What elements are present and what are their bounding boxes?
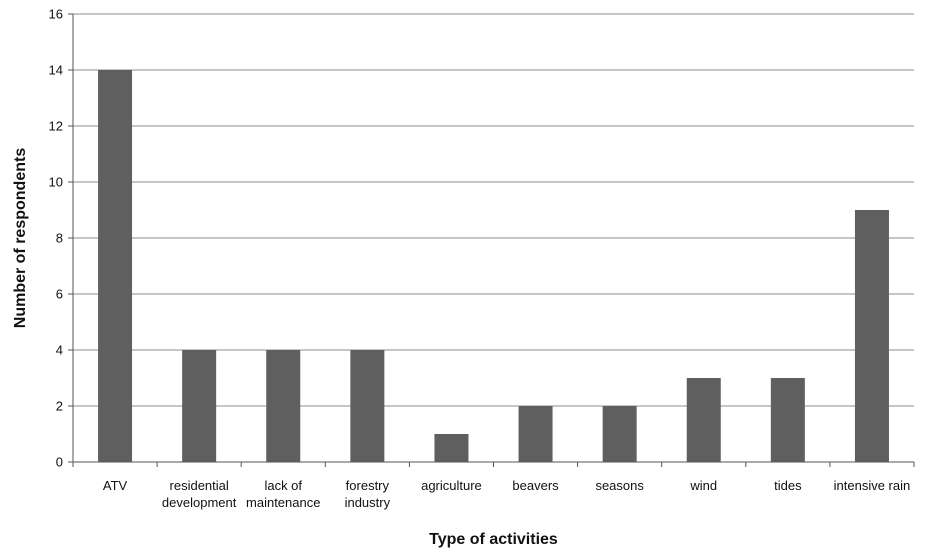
x-category-label: industry: [345, 495, 391, 510]
x-category-label: development: [162, 495, 237, 510]
x-category-label: tides: [774, 478, 802, 493]
bars: [98, 70, 889, 462]
bar: [518, 406, 553, 462]
bar: [434, 434, 469, 462]
y-tick-label: 16: [49, 7, 63, 22]
x-category-label: wind: [689, 478, 717, 493]
x-category-label: intensive rain: [834, 478, 911, 493]
x-category-label: maintenance: [246, 495, 320, 510]
bar: [686, 378, 721, 462]
x-category-label: residential: [170, 478, 229, 493]
y-tick-label: 14: [49, 63, 63, 78]
y-axis-title: Number of respondents: [12, 148, 29, 329]
y-tick-label: 8: [56, 231, 63, 246]
y-tick-label: 10: [49, 175, 63, 190]
bar: [854, 210, 889, 462]
bar: [602, 406, 637, 462]
x-category-label: lack of: [264, 478, 302, 493]
x-category-label: agriculture: [421, 478, 482, 493]
bar: [770, 378, 805, 462]
y-tick-label: 4: [56, 343, 63, 358]
y-tick-labels: 0 2 4 6 8 10 12 14 16: [49, 7, 63, 470]
y-tick-label: 2: [56, 399, 63, 414]
bar: [350, 350, 385, 462]
x-category-label: beavers: [512, 478, 559, 493]
x-category-label: ATV: [103, 478, 128, 493]
x-axis-title: Type of activities: [429, 531, 558, 548]
x-category-labels: ATV residential development lack of maintena…: [72, 462, 915, 510]
x-category-label: seasons: [595, 478, 644, 493]
bar: [98, 70, 133, 462]
y-tick-label: 12: [49, 119, 63, 134]
x-category-label: forestry: [346, 478, 390, 493]
bar: [182, 350, 217, 462]
y-tick-label: 6: [56, 287, 63, 302]
y-tick-label: 0: [56, 455, 63, 470]
bar: [266, 350, 301, 462]
